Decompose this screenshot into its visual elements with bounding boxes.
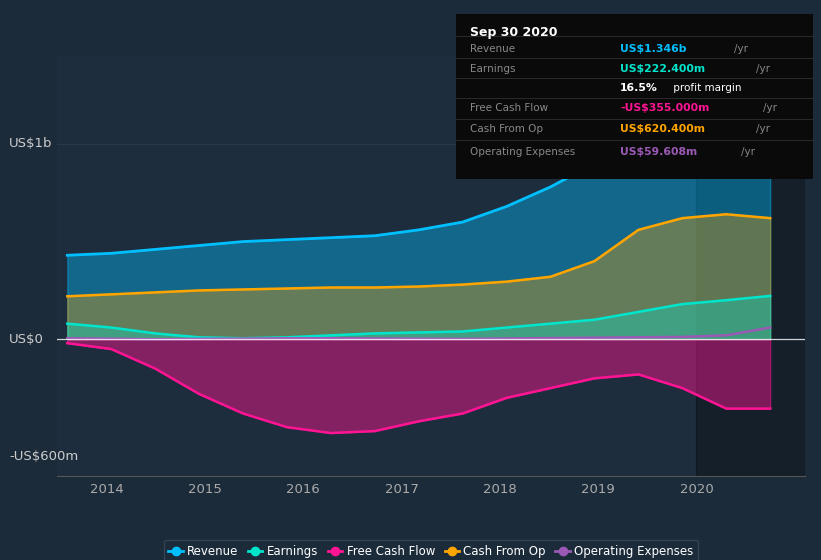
Text: Cash From Op: Cash From Op [470, 124, 543, 134]
Text: /yr: /yr [755, 124, 769, 134]
Text: US$59.608m: US$59.608m [620, 147, 697, 157]
Legend: Revenue, Earnings, Free Cash Flow, Cash From Op, Operating Expenses: Revenue, Earnings, Free Cash Flow, Cash … [163, 540, 699, 560]
Text: US$620.400m: US$620.400m [620, 124, 705, 134]
Text: Operating Expenses: Operating Expenses [470, 147, 576, 157]
Bar [696, 56, 805, 476]
Text: Sep 30 2020: Sep 30 2020 [470, 26, 557, 39]
Text: Earnings: Earnings [470, 64, 516, 74]
Text: /yr: /yr [741, 147, 755, 157]
Text: -US$355.000m: -US$355.000m [620, 103, 709, 113]
Text: profit margin: profit margin [670, 82, 741, 92]
Text: Revenue: Revenue [470, 44, 515, 54]
Text: -US$600m: -US$600m [9, 450, 78, 463]
Text: US$0: US$0 [9, 333, 44, 346]
Text: US$1b: US$1b [9, 137, 53, 151]
Text: US$222.400m: US$222.400m [620, 64, 705, 74]
Text: /yr: /yr [763, 103, 777, 113]
Text: /yr: /yr [755, 64, 769, 74]
Text: 16.5%: 16.5% [620, 82, 658, 92]
Text: US$1.346b: US$1.346b [620, 44, 686, 54]
Text: Free Cash Flow: Free Cash Flow [470, 103, 548, 113]
Text: /yr: /yr [734, 44, 748, 54]
